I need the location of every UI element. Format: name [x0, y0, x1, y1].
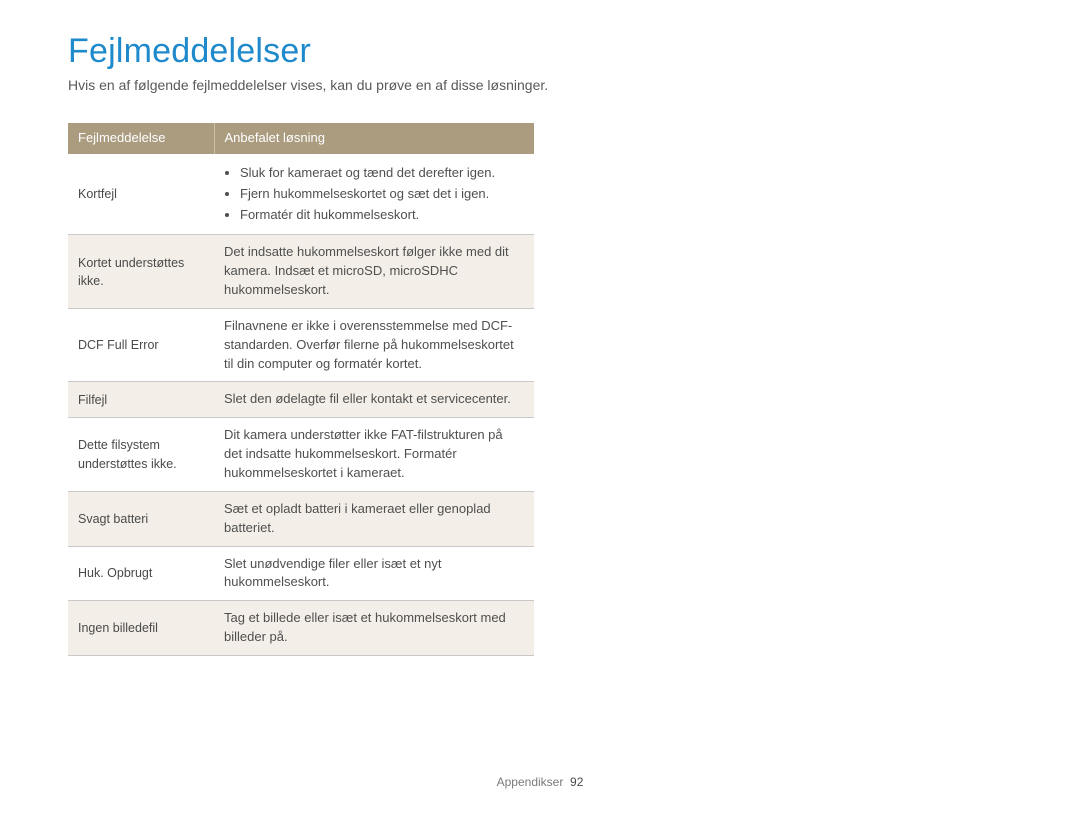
error-cell: Filfejl — [68, 382, 214, 418]
footer-page-number: 92 — [570, 775, 583, 789]
error-cell: Kortfejl — [68, 154, 214, 235]
table-row: Svagt batteriSæt et opladt batteri i kam… — [68, 491, 534, 546]
col-solution-header: Anbefalet løsning — [214, 123, 534, 154]
page-title: Fejlmeddelelser — [68, 32, 1012, 71]
table-row: Kortfejl Sluk for kameraet og tænd det de… — [68, 154, 534, 235]
table-body: Kortfejl Sluk for kameraet og tænd det de… — [68, 154, 534, 656]
solution-cell: Slet den ødelagte fil eller kontakt et s… — [214, 382, 534, 418]
table-row: DCF Full ErrorFilnavnene er ikke i overe… — [68, 308, 534, 382]
page-footer: Appendikser 92 — [0, 775, 1080, 789]
error-cell: Svagt batteri — [68, 491, 214, 546]
error-cell: DCF Full Error — [68, 308, 214, 382]
solution-list-item: Sluk for kameraet og tænd det derefter i… — [240, 164, 524, 183]
error-cell: Ingen billedefil — [68, 601, 214, 656]
table-row: Kortet understøttes ikke.Det indsatte hu… — [68, 235, 534, 309]
footer-section: Appendikser — [497, 775, 564, 789]
solution-cell: Dit kamera understøtter ikke FAT-filstru… — [214, 418, 534, 492]
solution-cell: Sluk for kameraet og tænd det derefter i… — [214, 154, 534, 235]
solution-cell: Det indsatte hukommelseskort følger ikke… — [214, 235, 534, 309]
solution-cell: Tag et billede eller isæt et hukommelses… — [214, 601, 534, 656]
error-cell: Kortet understøttes ikke. — [68, 235, 214, 309]
table-header-row: Fejlmeddelelse Anbefalet løsning — [68, 123, 534, 154]
table-row: Dette filsystem understøttes ikke.Dit ka… — [68, 418, 534, 492]
solution-list-item: Fjern hukommelseskortet og sæt det i ige… — [240, 185, 524, 204]
page: Fejlmeddelelser Hvis en af følgende fejl… — [0, 0, 1080, 815]
solution-list-item: Formatér dit hukommelseskort. — [240, 206, 524, 225]
col-error-header: Fejlmeddelelse — [68, 123, 214, 154]
solution-cell: Filnavnene er ikke i overensstemmelse me… — [214, 308, 534, 382]
solution-cell: Slet unødvendige filer eller isæt et nyt… — [214, 546, 534, 601]
table-row: Huk. OpbrugtSlet unødvendige filer eller… — [68, 546, 534, 601]
table-row: FilfejlSlet den ødelagte fil eller konta… — [68, 382, 534, 418]
solution-cell: Sæt et opladt batteri i kameraet eller g… — [214, 491, 534, 546]
error-cell: Dette filsystem understøttes ikke. — [68, 418, 214, 492]
error-cell: Huk. Opbrugt — [68, 546, 214, 601]
table-row: Ingen billedefilTag et billede eller isæ… — [68, 601, 534, 656]
solution-list: Sluk for kameraet og tænd det derefter i… — [224, 164, 524, 225]
intro-text: Hvis en af følgende fejlmeddelelser vise… — [68, 77, 1012, 93]
error-table: Fejlmeddelelse Anbefalet løsning Kortfej… — [68, 123, 534, 656]
